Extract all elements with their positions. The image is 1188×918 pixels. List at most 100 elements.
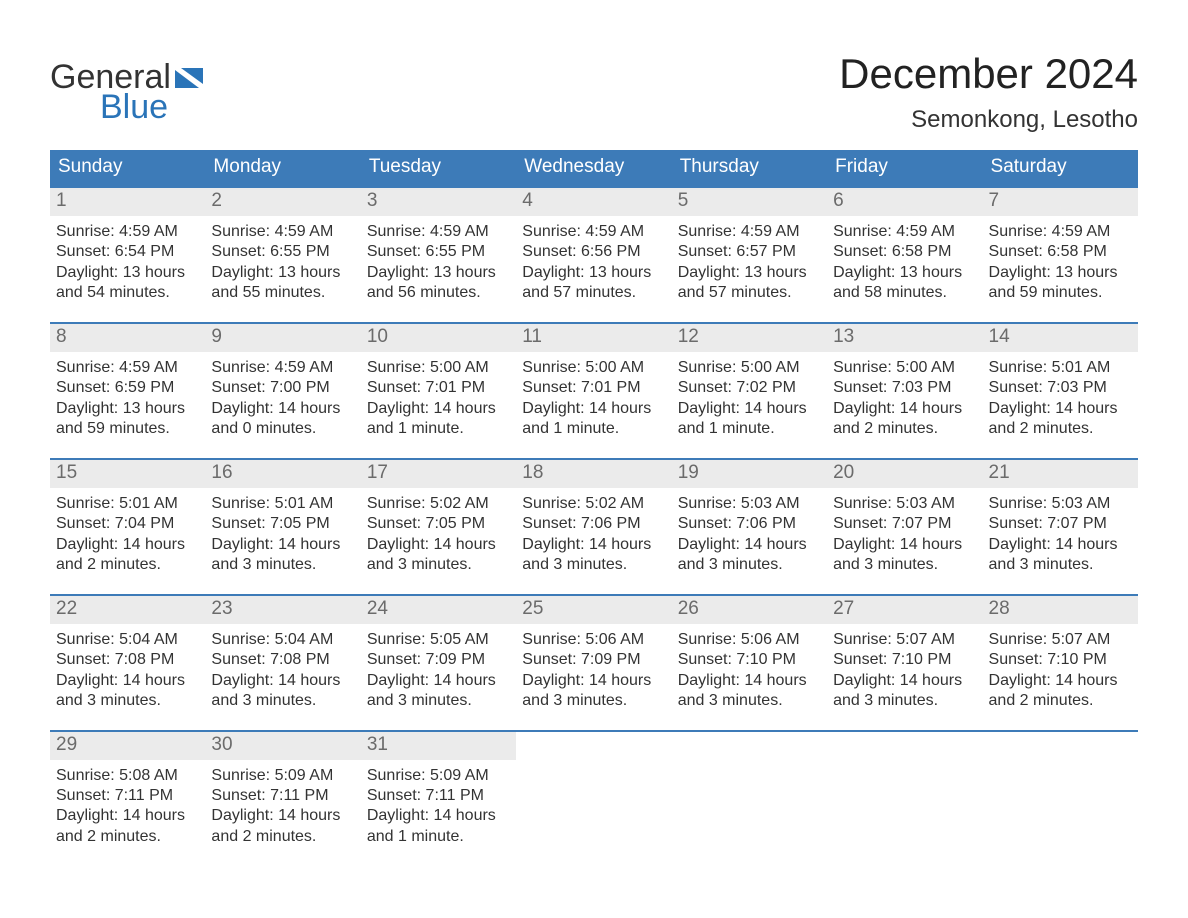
day-info-line: Daylight: 14 hours: [678, 399, 821, 419]
day-number: 12: [672, 324, 827, 352]
day-number: 19: [672, 460, 827, 488]
day-info-line: Daylight: 14 hours: [211, 535, 354, 555]
day-info-line: Sunset: 6:58 PM: [833, 242, 976, 262]
day-cell: 21Sunrise: 5:03 AMSunset: 7:07 PMDayligh…: [983, 460, 1138, 576]
day-info-line: and 2 minutes.: [989, 691, 1132, 711]
day-info-line: and 1 minute.: [678, 419, 821, 439]
day-info-line: Daylight: 14 hours: [211, 399, 354, 419]
dow-cell: Saturday: [983, 150, 1138, 186]
day-number: 20: [827, 460, 982, 488]
day-info-line: Sunset: 7:02 PM: [678, 378, 821, 398]
header: General Blue December 2024 Semonkong, Le…: [50, 50, 1138, 134]
day-info-line: Daylight: 14 hours: [833, 671, 976, 691]
day-info: Sunrise: 4:59 AMSunset: 6:58 PMDaylight:…: [827, 216, 982, 304]
day-cell: 4Sunrise: 4:59 AMSunset: 6:56 PMDaylight…: [516, 188, 671, 304]
week-row: 29Sunrise: 5:08 AMSunset: 7:11 PMDayligh…: [50, 730, 1138, 848]
day-info-line: Sunset: 7:05 PM: [367, 514, 510, 534]
day-info: Sunrise: 5:01 AMSunset: 7:05 PMDaylight:…: [205, 488, 360, 576]
day-info-line: Sunrise: 4:59 AM: [522, 222, 665, 242]
day-info-line: Sunrise: 5:06 AM: [522, 630, 665, 650]
day-info-line: Sunrise: 5:03 AM: [833, 494, 976, 514]
day-number: 18: [516, 460, 671, 488]
day-info-line: Sunset: 7:00 PM: [211, 378, 354, 398]
day-info: Sunrise: 5:02 AMSunset: 7:06 PMDaylight:…: [516, 488, 671, 576]
day-cell: 18Sunrise: 5:02 AMSunset: 7:06 PMDayligh…: [516, 460, 671, 576]
week-row: 15Sunrise: 5:01 AMSunset: 7:04 PMDayligh…: [50, 458, 1138, 576]
day-info-line: Daylight: 14 hours: [833, 535, 976, 555]
day-number: 31: [361, 732, 516, 760]
day-info-line: Sunrise: 5:03 AM: [989, 494, 1132, 514]
day-info: Sunrise: 5:04 AMSunset: 7:08 PMDaylight:…: [205, 624, 360, 712]
day-number: 9: [205, 324, 360, 352]
day-info-line: Sunset: 7:10 PM: [678, 650, 821, 670]
day-info: Sunrise: 5:03 AMSunset: 7:07 PMDaylight:…: [983, 488, 1138, 576]
dow-cell: Monday: [205, 150, 360, 186]
day-cell: 22Sunrise: 5:04 AMSunset: 7:08 PMDayligh…: [50, 596, 205, 712]
day-info-line: Daylight: 14 hours: [367, 535, 510, 555]
day-info-line: Sunset: 6:59 PM: [56, 378, 199, 398]
day-info-line: Daylight: 13 hours: [678, 263, 821, 283]
day-info-line: Sunset: 7:08 PM: [56, 650, 199, 670]
day-cell: 28Sunrise: 5:07 AMSunset: 7:10 PMDayligh…: [983, 596, 1138, 712]
day-number: 28: [983, 596, 1138, 624]
day-number: 8: [50, 324, 205, 352]
day-number: 27: [827, 596, 982, 624]
day-info-line: Sunset: 6:58 PM: [989, 242, 1132, 262]
day-info-line: Sunset: 7:08 PM: [211, 650, 354, 670]
day-info-line: Sunrise: 5:02 AM: [522, 494, 665, 514]
day-info: Sunrise: 5:05 AMSunset: 7:09 PMDaylight:…: [361, 624, 516, 712]
title-block: December 2024 Semonkong, Lesotho: [839, 50, 1138, 134]
day-info-line: Sunrise: 4:59 AM: [211, 358, 354, 378]
day-number: 15: [50, 460, 205, 488]
day-info-line: Sunrise: 5:05 AM: [367, 630, 510, 650]
logo: General Blue: [50, 50, 205, 124]
day-number: 4: [516, 188, 671, 216]
day-info: Sunrise: 4:59 AMSunset: 6:57 PMDaylight:…: [672, 216, 827, 304]
dow-cell: Thursday: [672, 150, 827, 186]
day-info-line: Daylight: 14 hours: [367, 399, 510, 419]
day-info-line: Sunset: 7:05 PM: [211, 514, 354, 534]
day-info-line: Sunset: 6:55 PM: [211, 242, 354, 262]
day-cell: .....: [672, 732, 827, 848]
day-cell: 31Sunrise: 5:09 AMSunset: 7:11 PMDayligh…: [361, 732, 516, 848]
logo-text-blue: Blue: [100, 90, 205, 124]
day-number: 5: [672, 188, 827, 216]
day-cell: 8Sunrise: 4:59 AMSunset: 6:59 PMDaylight…: [50, 324, 205, 440]
week-row: 8Sunrise: 4:59 AMSunset: 6:59 PMDaylight…: [50, 322, 1138, 440]
day-info-line: Sunrise: 4:59 AM: [678, 222, 821, 242]
day-cell: 15Sunrise: 5:01 AMSunset: 7:04 PMDayligh…: [50, 460, 205, 576]
day-info-line: Sunset: 7:03 PM: [833, 378, 976, 398]
day-info-line: and 56 minutes.: [367, 283, 510, 303]
day-cell: 10Sunrise: 5:00 AMSunset: 7:01 PMDayligh…: [361, 324, 516, 440]
day-number: 7: [983, 188, 1138, 216]
day-cell: 12Sunrise: 5:00 AMSunset: 7:02 PMDayligh…: [672, 324, 827, 440]
day-info: Sunrise: 5:09 AMSunset: 7:11 PMDaylight:…: [205, 760, 360, 848]
day-info-line: Sunset: 6:57 PM: [678, 242, 821, 262]
dow-cell: Tuesday: [361, 150, 516, 186]
day-number: 14: [983, 324, 1138, 352]
day-cell: 30Sunrise: 5:09 AMSunset: 7:11 PMDayligh…: [205, 732, 360, 848]
week-row: 22Sunrise: 5:04 AMSunset: 7:08 PMDayligh…: [50, 594, 1138, 712]
page: General Blue December 2024 Semonkong, Le…: [0, 0, 1188, 887]
day-info-line: Sunset: 7:09 PM: [367, 650, 510, 670]
day-info-line: and 54 minutes.: [56, 283, 199, 303]
day-info-line: Sunrise: 5:06 AM: [678, 630, 821, 650]
day-cell: 26Sunrise: 5:06 AMSunset: 7:10 PMDayligh…: [672, 596, 827, 712]
day-number: 11: [516, 324, 671, 352]
day-info-line: and 3 minutes.: [211, 555, 354, 575]
day-info: Sunrise: 4:59 AMSunset: 6:59 PMDaylight:…: [50, 352, 205, 440]
day-info: Sunrise: 4:59 AMSunset: 6:54 PMDaylight:…: [50, 216, 205, 304]
day-info: Sunrise: 5:07 AMSunset: 7:10 PMDaylight:…: [827, 624, 982, 712]
day-number: 30: [205, 732, 360, 760]
day-info-line: Sunrise: 4:59 AM: [211, 222, 354, 242]
day-number: 13: [827, 324, 982, 352]
day-info: Sunrise: 5:00 AMSunset: 7:02 PMDaylight:…: [672, 352, 827, 440]
day-info-line: Daylight: 13 hours: [56, 263, 199, 283]
day-info-line: Sunset: 7:07 PM: [833, 514, 976, 534]
day-number: 16: [205, 460, 360, 488]
day-info-line: Daylight: 14 hours: [367, 671, 510, 691]
day-info-line: Daylight: 13 hours: [367, 263, 510, 283]
day-info-line: Sunrise: 4:59 AM: [367, 222, 510, 242]
day-info-line: Daylight: 13 hours: [211, 263, 354, 283]
day-info-line: and 57 minutes.: [678, 283, 821, 303]
